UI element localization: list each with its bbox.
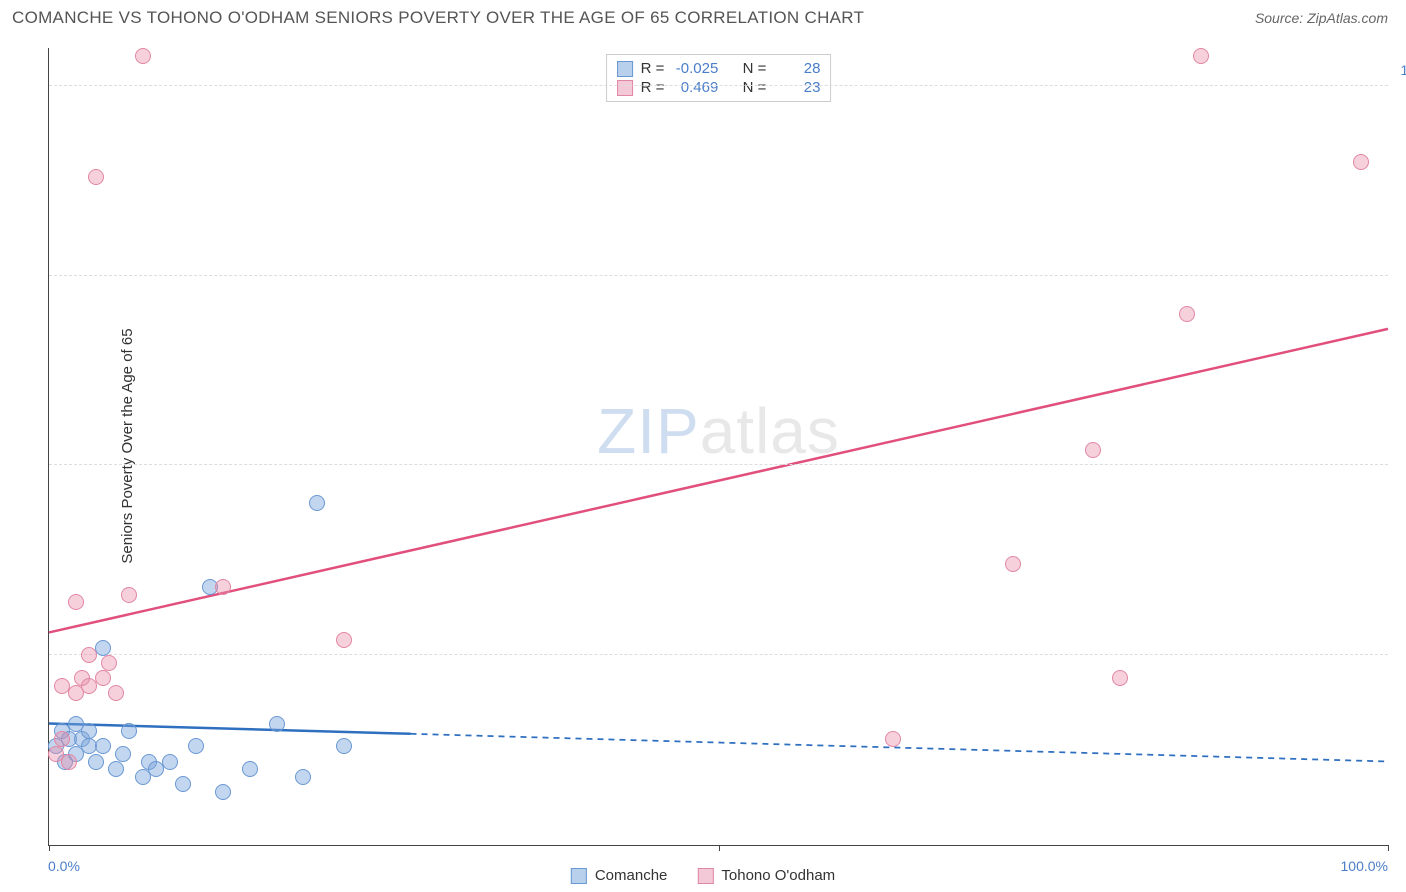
source-link[interactable]: ZipAtlas.com [1307, 10, 1388, 26]
data-point [885, 731, 901, 747]
data-point [309, 495, 325, 511]
data-point [61, 754, 77, 770]
legend-swatch [571, 868, 587, 884]
stat-n-label: N = [743, 79, 767, 96]
data-point [108, 761, 124, 777]
data-point [54, 731, 70, 747]
data-point [295, 769, 311, 785]
data-point [215, 784, 231, 800]
source-prefix: Source: [1255, 10, 1303, 26]
data-point [336, 738, 352, 754]
legend-stat-row: R = 0.469 N = 23 [617, 78, 821, 97]
legend-item: Comanche [571, 867, 668, 884]
scatter-plot: ZIPatlas R =-0.025 N =28R =0.469 N =23 2… [48, 48, 1388, 846]
data-point [188, 738, 204, 754]
y-tick-label: 100.0% [1393, 62, 1406, 78]
data-point [1085, 442, 1101, 458]
data-point [81, 723, 97, 739]
data-point [269, 716, 285, 732]
data-point [336, 632, 352, 648]
data-point [81, 647, 97, 663]
legend-stat-row: R = -0.025 N = 28 [617, 59, 821, 78]
data-point [88, 169, 104, 185]
data-point [88, 754, 104, 770]
data-point [1353, 154, 1369, 170]
data-point [121, 587, 137, 603]
chart-title: COMANCHE VS TOHONO O'ODHAM SENIORS POVER… [12, 8, 864, 28]
data-point [115, 746, 131, 762]
legend-label: Tohono O'odham [721, 867, 835, 884]
stat-r-value: 0.469 [672, 79, 718, 96]
data-point [1005, 556, 1021, 572]
x-tick [719, 845, 720, 851]
x-tick-label: 0.0% [48, 858, 80, 874]
x-tick [49, 845, 50, 851]
gridline [49, 85, 1388, 86]
data-point [68, 594, 84, 610]
legend-swatch [697, 868, 713, 884]
data-point [101, 655, 117, 671]
stat-n-value: 28 [774, 60, 820, 77]
stat-r-value: -0.025 [672, 60, 718, 77]
stat-n-label: N = [743, 60, 767, 77]
x-tick [1388, 845, 1389, 851]
data-point [121, 723, 137, 739]
x-tick-label: 100.0% [1341, 858, 1388, 874]
chart-header: COMANCHE VS TOHONO O'ODHAM SENIORS POVER… [0, 0, 1406, 34]
data-point [1179, 306, 1195, 322]
source-attribution: Source: ZipAtlas.com [1255, 10, 1388, 26]
data-point [242, 761, 258, 777]
stat-r-label: R = [641, 79, 665, 96]
y-tick-label: 75.0% [1393, 252, 1406, 268]
series-legend: Comanche Tohono O'odham [571, 867, 835, 884]
legend-item: Tohono O'odham [697, 867, 835, 884]
data-point [108, 685, 124, 701]
correlation-legend: R = -0.025 N = 28 R = 0.469 N = 23 [606, 54, 832, 102]
legend-swatch [617, 61, 633, 77]
legend-label: Comanche [595, 867, 668, 884]
data-point [162, 754, 178, 770]
data-point [135, 48, 151, 64]
data-point [215, 579, 231, 595]
gridline [49, 654, 1388, 655]
stat-r-label: R = [641, 60, 665, 77]
data-point [175, 776, 191, 792]
trendlines-layer [49, 48, 1388, 845]
data-point [1112, 670, 1128, 686]
y-tick-label: 50.0% [1393, 441, 1406, 457]
gridline [49, 275, 1388, 276]
data-point [95, 738, 111, 754]
stat-n-value: 23 [774, 79, 820, 96]
legend-swatch [617, 80, 633, 96]
gridline [49, 464, 1388, 465]
y-tick-label: 25.0% [1393, 631, 1406, 647]
data-point [95, 670, 111, 686]
data-point [1193, 48, 1209, 64]
